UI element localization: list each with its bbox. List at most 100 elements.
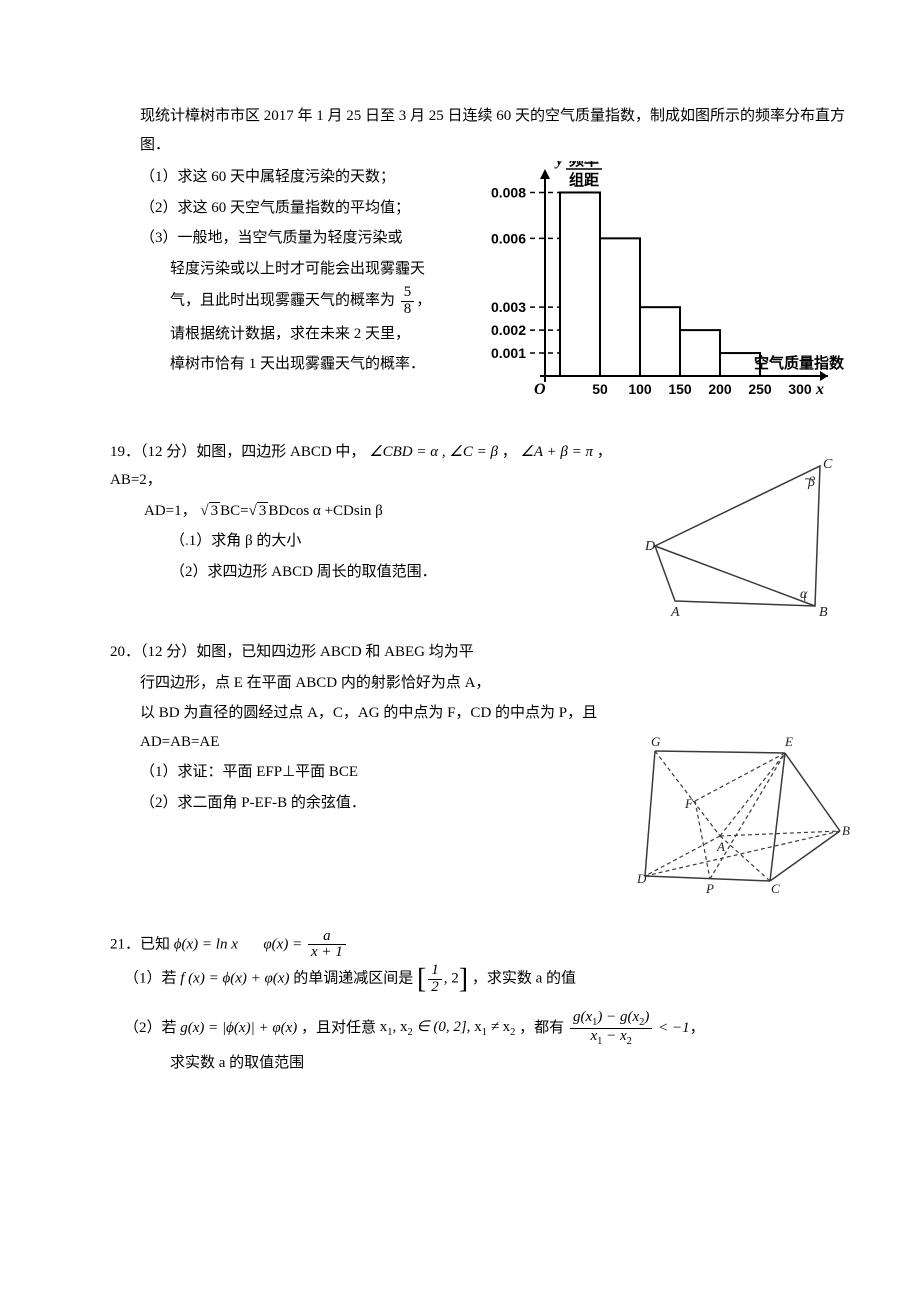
q18-text-column: （1）求这 60 天中属轻度污染的天数； （2）求这 60 天空气质量指数的平均… [110,161,480,381]
q18-p3c: 气，且此时出现雾霾天气的概率为 5 8 ， [110,285,480,318]
q21-p2-pre: （2）若 [124,1019,177,1035]
svg-text:250: 250 [748,381,772,397]
q19-text: 19．（12 分）如图，四边形 ABCD 中， ∠CBD = α , ∠C = … [110,436,645,589]
q18-p2: （2）求这 60 天空气质量指数的平均值； [110,194,480,223]
q18-p1: （1）求这 60 天中属轻度污染的天数； [110,163,480,192]
svg-text:x: x [815,381,824,398]
q21-psi-den: x + 1 [308,945,346,961]
q21-block: 21．已知 ϕ(x) = ln x φ(x) = a x + 1 （1）若 f … [110,929,850,1078]
q21-psi-num: a [308,929,346,946]
q18-p3a: （3）一般地，当空气质量为轻度污染或 [110,224,480,253]
q21-p1-lfrac: 12 [428,963,442,996]
q21-psi-frac: a x + 1 [308,929,346,962]
q19-eq2: ∠A + β = π [520,444,593,460]
q20-figure: G E B C P D A F [635,636,850,907]
sqrt-icon-1: 3 [200,497,220,526]
q19-eq1b: ， [502,444,517,460]
svg-text:F: F [684,796,694,811]
q19-head-pre: 19．（12 分）如图，四边形 ABCD 中， [110,444,365,460]
svg-text:B: B [842,823,850,838]
q18-frac: 5 8 [401,285,415,318]
q18-p3d: 请根据统计数据，求在未来 2 天里， [110,320,480,349]
q19-p1-post: ）求角 β 的大小 [196,533,301,549]
svg-text:β: β [807,475,815,490]
q21-p2-g: g(x) = |ϕ(x)| + φ(x) [180,1019,297,1035]
q18-p3c-pre: 气，且此时出现雾霾天气的概率为 [170,293,395,309]
q19-p1: （.1）求角 β 的大小 [110,527,645,556]
solid-geometry-diagram: G E B C P D A F [635,731,850,896]
q18-p3b: 轻度污染或以上时才可能会出现雾霾天 [110,255,480,284]
q21-p2-mid: ，且对任意 [301,1019,376,1035]
q21-p1-mid: f (x) = ϕ(x) + φ(x) [180,971,289,987]
lbracket-icon: [ [417,963,426,994]
sqrt-icon-2: 3 [249,497,269,526]
svg-text:空气质量指数: 空气质量指数 [754,354,845,372]
svg-text:A: A [716,839,725,854]
svg-text:200: 200 [708,381,732,397]
q19-line1: 19．（12 分）如图，四边形 ABCD 中， ∠CBD = α , ∠C = … [110,438,645,495]
q21-p2-frac: g(x1) − g(x2) x1 − x2 [570,1010,652,1047]
svg-text:G: G [651,734,661,749]
q21-p2-end: ， [690,1019,705,1035]
svg-text:0.003: 0.003 [491,299,526,315]
svg-text:B: B [819,605,828,620]
q21-p1-pre: （1）若 [124,971,177,987]
q20-p2: （2）求二面角 P‑EF‑B 的余弦值． [110,789,635,818]
q21-p1: （1）若 f (x) = ϕ(x) + φ(x) 的单调递减区间是 [12, 2… [110,963,850,996]
svg-text:频率: 频率 [569,161,599,169]
q19-l2-post: BDcos α +CDsin β [268,503,382,519]
q20-l2: 行四边形，点 E 在平面 ABCD 内的射影恰好为点 A， [110,669,635,698]
histogram-chart: 0.0080.0060.0030.0020.001501001502002503… [480,161,850,421]
q19-eq1: ∠CBD = α , ∠C = β [369,444,498,460]
q19-block: 19．（12 分）如图，四边形 ABCD 中， ∠CBD = α , ∠C = … [110,436,850,637]
svg-text:0.001: 0.001 [491,345,526,361]
q18-intro: 现统计樟树市市区 2017 年 1 月 25 日至 3 月 25 日连续 60 … [110,102,850,159]
svg-text:0.002: 0.002 [491,322,526,338]
svg-text:P: P [705,881,714,896]
svg-text:C: C [823,457,833,472]
q21-p2-frac-den: x1 − x2 [570,1029,652,1047]
rbracket-icon: ] [459,963,468,994]
q20-l3: 以 BD 为直径的圆经过点 A，C，AG 的中点为 F，CD 的中点为 P，且 … [110,699,635,756]
svg-text:C: C [771,881,780,896]
q21-p1-post2: ，求实数 a 的值 [472,971,576,987]
q21-head: 21．已知 ϕ(x) = ln x φ(x) = a x + 1 [110,929,850,962]
q20-block: 20．（12 分）如图，已知四边形 ABCD 和 ABEG 均为平 行四边形，点… [110,636,850,907]
q19-line2: AD=1， 3BC=3BDcos α +CDsin β [110,497,645,526]
q21-p2-have: ，都有 [519,1019,564,1035]
q21-p2-dom: x1, x2 ∈ (0, 2], x1 ≠ x2 [380,1019,516,1035]
q21-p2: （2）若 g(x) = |ϕ(x)| + φ(x) ，且对任意 x1, x2 ∈… [110,1010,850,1047]
q21-p2-frac-num: g(x1) − g(x2) [570,1010,652,1029]
svg-text:组距: 组距 [569,171,599,189]
q18-p3e: 樟树市恰有 1 天出现雾霾天气的概率． [110,350,480,379]
svg-text:50: 50 [592,381,608,397]
q20-l1: 20．（12 分）如图，已知四边形 ABCD 和 ABEG 均为平 [110,638,635,667]
q20-text: 20．（12 分）如图，已知四边形 ABCD 和 ABEG 均为平 行四边形，点… [110,636,635,819]
q19-l2-mid: BC= [220,503,248,519]
q19-p1-pre: （ [170,533,185,549]
svg-text:D: D [645,539,655,554]
q21-phi: ϕ(x) = ln x [174,936,238,952]
q18-frac-num: 5 [401,285,415,302]
svg-text:300: 300 [788,381,812,397]
svg-text:150: 150 [668,381,692,397]
svg-text:α: α [800,587,808,602]
q18-figure: 0.0080.0060.0030.0020.001501001502002503… [480,161,850,432]
q21-p3: 求实数 a 的取值范围 [110,1049,850,1078]
svg-text:D: D [636,871,647,886]
q21-p1-r: 2 [451,971,459,987]
svg-text:y: y [554,161,564,169]
svg-text:O: O [534,381,546,398]
q21-psi-lhs: φ(x) = [263,936,302,952]
q18-frac-den: 8 [401,302,415,318]
svg-text:0.006: 0.006 [491,230,526,246]
q19-l2-pre: AD=1， [144,503,197,519]
svg-text:0.008: 0.008 [491,184,526,200]
q21-head-label: 21．已知 [110,936,170,952]
q19-p2: （2）求四边形 ABCD 周长的取值范围． [110,558,645,587]
q19-figure: A B C D α β [645,436,850,637]
q18-p3c-comma: ， [416,293,431,309]
q21-p1-post1: 的单调递减区间是 [293,971,413,987]
svg-text:A: A [670,605,680,620]
q18-block: 现统计樟树市市区 2017 年 1 月 25 日至 3 月 25 日连续 60 … [110,102,850,432]
